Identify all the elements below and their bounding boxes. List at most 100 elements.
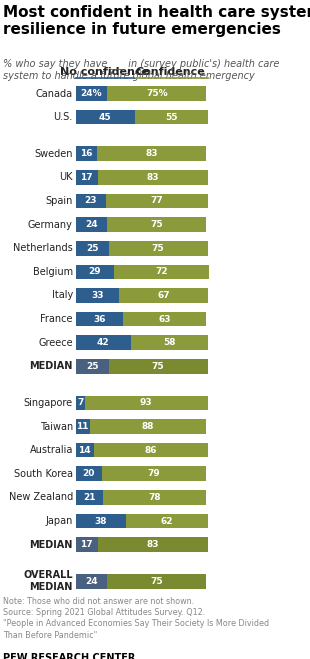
Text: 62: 62 [161, 517, 173, 525]
Text: Greece: Greece [38, 337, 73, 348]
Text: Singapore: Singapore [24, 398, 73, 408]
Bar [76, 288, 119, 302]
Text: South Korea: South Korea [14, 469, 73, 479]
Bar [76, 537, 98, 552]
Text: Canada: Canada [36, 88, 73, 98]
Text: Most confident in health care system's
resilience in future emergencies: Most confident in health care system's r… [3, 5, 310, 37]
Bar [76, 359, 108, 374]
Text: 24%: 24% [81, 89, 102, 98]
Bar [76, 194, 106, 208]
Bar [76, 86, 107, 101]
Text: % who say they have ___ in (survey public's) health care
system to handle a futu: % who say they have ___ in (survey publi… [3, 58, 279, 81]
Bar [107, 86, 206, 101]
Text: Netherlands: Netherlands [13, 243, 73, 253]
Text: 29: 29 [88, 268, 101, 276]
Text: 75: 75 [151, 220, 163, 229]
Bar [123, 312, 206, 326]
Text: No confidence: No confidence [60, 67, 149, 78]
Bar [103, 490, 206, 505]
Text: Germany: Germany [28, 219, 73, 229]
Text: 17: 17 [80, 173, 93, 182]
Bar [76, 419, 90, 434]
Bar [76, 217, 107, 232]
Text: Spain: Spain [46, 196, 73, 206]
Text: UK: UK [59, 173, 73, 183]
Bar [106, 194, 208, 208]
Text: 83: 83 [147, 540, 159, 549]
Text: 25: 25 [86, 244, 98, 252]
Text: 25: 25 [86, 362, 98, 371]
Bar [85, 395, 208, 411]
Bar [76, 170, 98, 185]
Bar [102, 467, 206, 481]
Text: Australia: Australia [29, 445, 73, 455]
Text: 21: 21 [83, 493, 96, 502]
Bar [107, 574, 206, 588]
Bar [76, 514, 126, 529]
Bar [94, 443, 208, 457]
Bar [76, 467, 102, 481]
Bar [108, 359, 208, 374]
Bar [114, 264, 209, 279]
Text: Taiwan: Taiwan [40, 422, 73, 432]
Bar [76, 490, 103, 505]
Text: France: France [40, 314, 73, 324]
Text: 14: 14 [78, 445, 91, 455]
Text: 17: 17 [80, 540, 93, 549]
Bar [76, 574, 107, 588]
Bar [131, 335, 208, 350]
Bar [108, 241, 208, 256]
Text: Sweden: Sweden [34, 149, 73, 159]
Bar [135, 110, 208, 125]
Text: 33: 33 [91, 291, 104, 300]
Text: 20: 20 [82, 469, 95, 478]
Text: Note: Those who did not answer are not shown.
Source: Spring 2021 Global Attitud: Note: Those who did not answer are not s… [3, 596, 269, 640]
Text: Italy: Italy [51, 291, 73, 301]
Bar [76, 264, 114, 279]
Text: 79: 79 [148, 469, 161, 478]
Bar [97, 146, 206, 161]
Bar [76, 335, 131, 350]
Text: 75%: 75% [146, 89, 168, 98]
Text: 93: 93 [140, 399, 153, 407]
Text: 63: 63 [158, 314, 171, 324]
Text: 42: 42 [97, 338, 110, 347]
Text: 24: 24 [85, 577, 98, 586]
Bar [126, 514, 208, 529]
Bar [76, 312, 123, 326]
Bar [76, 110, 135, 125]
Text: 86: 86 [145, 445, 157, 455]
Text: 83: 83 [145, 149, 158, 158]
Text: 23: 23 [84, 196, 97, 206]
Bar [90, 419, 206, 434]
Bar [76, 443, 94, 457]
Text: MEDIAN: MEDIAN [29, 361, 73, 371]
Bar [107, 217, 206, 232]
Bar [119, 288, 208, 302]
Text: 58: 58 [163, 338, 176, 347]
Text: 24: 24 [85, 220, 98, 229]
Text: U.S.: U.S. [54, 112, 73, 122]
Text: 16: 16 [80, 149, 92, 158]
Text: 75: 75 [152, 244, 165, 252]
Text: 77: 77 [150, 196, 163, 206]
Text: 78: 78 [148, 493, 161, 502]
Text: 55: 55 [165, 113, 178, 122]
Text: 83: 83 [147, 173, 159, 182]
Text: Confidence: Confidence [136, 67, 206, 78]
Text: 38: 38 [94, 517, 107, 525]
Text: 11: 11 [77, 422, 89, 431]
Text: New Zealand: New Zealand [9, 492, 73, 502]
Bar [76, 146, 97, 161]
Bar [76, 395, 85, 411]
Text: MEDIAN: MEDIAN [29, 540, 73, 550]
Bar [76, 241, 108, 256]
Text: 88: 88 [142, 422, 154, 431]
Text: 36: 36 [93, 314, 106, 324]
Text: OVERALL
MEDIAN: OVERALL MEDIAN [23, 571, 73, 592]
Text: 72: 72 [155, 268, 168, 276]
Text: 75: 75 [152, 362, 165, 371]
Text: Belgium: Belgium [33, 267, 73, 277]
Text: PEW RESEARCH CENTER: PEW RESEARCH CENTER [3, 653, 135, 659]
Text: 45: 45 [99, 113, 112, 122]
